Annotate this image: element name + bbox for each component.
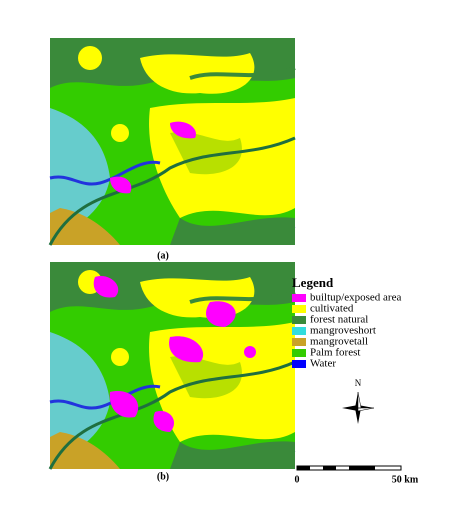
legend-label: Water [310, 358, 336, 370]
legend-swatch [292, 338, 306, 346]
compass: N [342, 378, 375, 424]
legend-label: cultivated [310, 303, 354, 315]
legend: Legend builtup/exposed areacultivatedfor… [292, 275, 401, 370]
legend-label: forest natural [310, 314, 368, 326]
legend-swatch [292, 360, 306, 368]
panel-label: (a) [157, 250, 169, 261]
legend-label: builtup/exposed area [310, 292, 401, 304]
compass-label: N [355, 378, 362, 388]
legend-swatch [292, 305, 306, 313]
legend-label: Palm forest [310, 347, 360, 359]
legend-swatch [292, 294, 306, 302]
legend-label: mangroveshort [310, 325, 376, 337]
legend-label: mangrovetall [310, 336, 368, 348]
map-a [48, 36, 297, 247]
legend-title: Legend [292, 275, 334, 290]
scale-bar: 0 50 km [295, 465, 419, 485]
panel-label: (b) [157, 471, 169, 482]
legend-swatch [292, 349, 306, 357]
scale-start: 0 [295, 474, 300, 485]
scale-end: 50 km [392, 474, 419, 485]
legend-swatch [292, 327, 306, 335]
legend-swatch [292, 316, 306, 324]
map-b [48, 260, 297, 471]
